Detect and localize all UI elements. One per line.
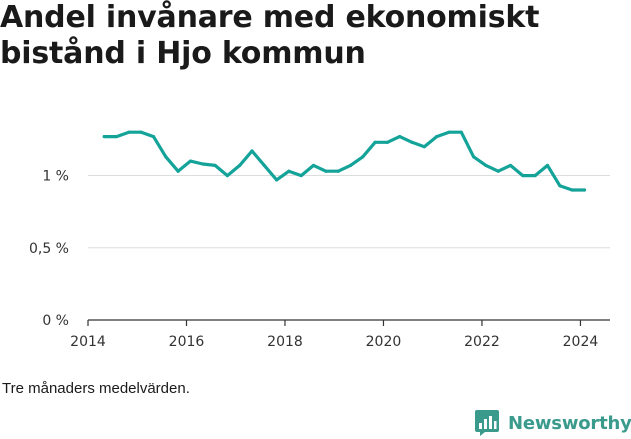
line-chart: 2014 2016 2018 2020 2022 2024 0 % 0,5 % 1 % (29, 130, 610, 350)
data-point (385, 140, 390, 144)
data-point (336, 169, 340, 173)
data-point (188, 159, 193, 163)
data-point (558, 184, 562, 188)
brand-name: Newsworthy (508, 412, 631, 434)
y-tick-label: 0,5 % (29, 241, 69, 257)
data-point (410, 140, 414, 144)
bar-chart-bubble-icon (475, 410, 499, 436)
data-point (324, 169, 328, 173)
data-point (373, 140, 377, 144)
data-point (496, 169, 500, 173)
data-point (225, 173, 229, 178)
data-point (287, 169, 291, 173)
newsworthy-logo[interactable]: Newsworthy (474, 407, 631, 439)
data-point (139, 130, 143, 134)
data-point (275, 178, 279, 182)
data-point (102, 134, 106, 139)
gridlines (88, 175, 610, 249)
data-point (176, 169, 180, 173)
x-axis: 2014 2016 2018 2020 2022 2024 (70, 319, 610, 350)
series-line (102, 130, 587, 192)
x-tick-label: 2020 (366, 334, 402, 350)
data-point (348, 163, 353, 168)
data-point (484, 163, 488, 168)
data-point (311, 163, 316, 168)
y-axis: 0 % 0,5 % 1 % (29, 169, 69, 329)
data-point (262, 163, 266, 168)
data-point (545, 163, 550, 168)
data-point (570, 188, 574, 192)
chart-title: Andel invånare med ekonomiskt bistånd i … (0, 0, 540, 71)
y-tick-label: 1 % (42, 169, 69, 185)
x-tick-label: 2016 (169, 334, 205, 350)
x-tick-label: 2022 (464, 334, 500, 350)
data-point (213, 163, 217, 168)
data-point (127, 130, 131, 134)
x-tick-label: 2014 (70, 334, 106, 350)
data-point (471, 155, 476, 159)
data-point (164, 155, 168, 159)
data-point (435, 134, 439, 139)
y-tick-label: 0 % (42, 313, 69, 329)
data-point (201, 162, 205, 166)
data-point (521, 173, 525, 178)
data-point (422, 145, 426, 149)
chart-caption: Tre månaders medelvärden. (2, 380, 190, 397)
data-point (398, 134, 402, 139)
data-point (459, 130, 463, 134)
data-point (533, 173, 537, 178)
x-tick-label: 2024 (563, 334, 599, 350)
data-point (238, 163, 242, 168)
series-layer (102, 130, 587, 192)
x-tick-label: 2018 (267, 334, 303, 350)
data-point (250, 149, 254, 153)
data-point (447, 130, 451, 134)
data-point (582, 188, 586, 192)
data-point (508, 163, 513, 168)
data-point (151, 134, 156, 139)
data-point (361, 155, 365, 159)
data-point (114, 134, 119, 139)
data-point (299, 173, 303, 178)
